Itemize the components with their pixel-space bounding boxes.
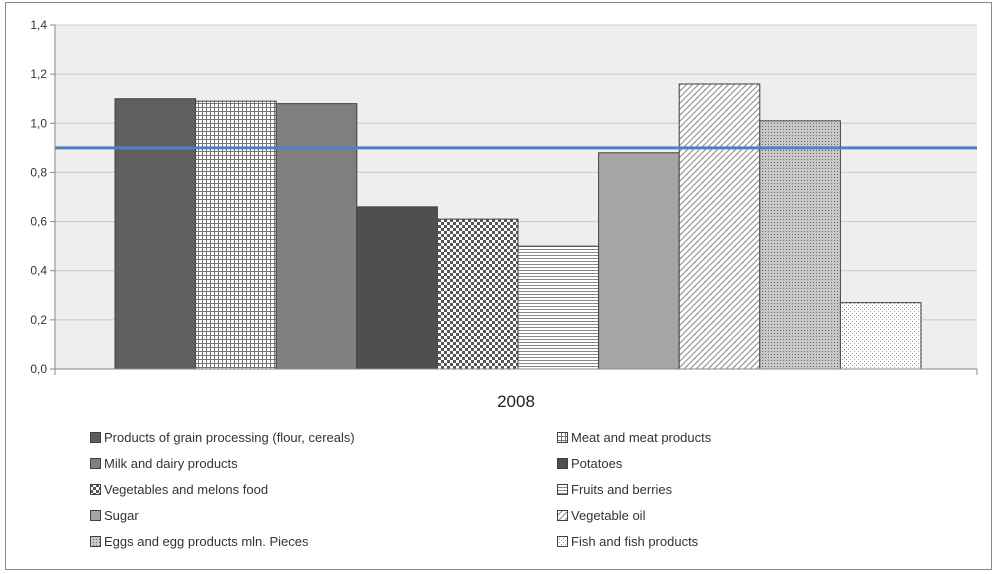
bar-2 [195,100,277,370]
bar-8 [678,83,761,370]
legend-item: Fruits and berries [557,482,672,497]
legend-swatch-fill [90,432,101,443]
bar-7 [598,152,680,370]
legend-swatch-fill [557,484,568,495]
y-tick-label: 1,4 [30,18,47,32]
legend-swatch [557,458,568,469]
legend-label: Milk and dairy products [104,456,238,471]
legend-label: Fruits and berries [571,482,673,497]
bar-4 [356,206,438,370]
legend-swatch [557,536,568,547]
legend-swatch [90,458,101,469]
bar-3 [275,103,358,370]
legend-item: Fish and fish products [557,534,698,549]
legend-item: Meat and meat products [557,430,711,445]
legend-label: Products of grain processing (flour, cer… [104,430,355,445]
y-tick-label: 0,0 [30,362,47,376]
legend-swatch [90,432,101,443]
legend-item: Vegetables and melons food [90,482,268,497]
legend-item: Products of grain processing (flour, cer… [90,430,355,445]
chart-frame: 0,0 0,2 0,4 0,6 0,8 1,0 1,2 1,4 2008 Products o… [5,2,992,570]
legend-swatch-fill [90,536,101,547]
legend-label: Vegetable oil [571,508,646,523]
legend-item: Eggs and egg products mln. Pieces [90,534,309,549]
legend-item: Sugar [90,508,139,523]
legend-swatch-fill [557,458,568,469]
bar-6 [517,245,600,370]
legend-swatch-fill [90,510,101,521]
legend-label: Meat and meat products [571,430,712,445]
bar-10 [839,302,922,370]
y-tick-label: 1,2 [30,67,47,81]
legend-label: Potatoes [571,456,623,471]
legend-label: Vegetables and melons food [104,482,269,497]
legend-label: Fish and fish products [571,534,699,549]
legend-label: Eggs and egg products mln. Pieces [104,534,309,549]
legend-swatch [557,432,568,443]
bar-1 [114,98,197,370]
y-tick-label: 0,6 [30,215,47,229]
legend-label: Sugar [104,508,139,523]
legend-swatch [90,510,101,521]
legend-swatch [90,536,101,547]
y-tick-label: 0,8 [30,165,47,179]
y-axis-ticks: 0,0 0,2 0,4 0,6 0,8 1,0 1,2 1,4 [30,18,55,376]
legend-swatch-fill [90,484,101,495]
x-axis: 2008 [54,25,978,411]
y-tick-label: 1,0 [30,116,47,130]
legend-swatch-fill [90,458,101,469]
legend-item: Potatoes [557,456,622,471]
legend-swatch [90,484,101,495]
y-tick-label: 0,4 [30,264,47,278]
x-tick-label: 2008 [497,392,535,411]
y-tick-label: 0,2 [30,313,47,327]
legend-swatch-fill [557,432,568,443]
legend-item: Milk and dairy products [90,456,238,471]
bar-chart: 0,0 0,2 0,4 0,6 0,8 1,0 1,2 1,4 2008 [30,18,978,411]
legend-swatch [557,510,568,521]
legend-swatch-fill [557,536,568,547]
bar-9 [759,120,841,370]
legend-swatch-fill [557,510,568,521]
bar-5 [436,218,519,370]
bars [114,83,922,370]
legend-swatch [557,484,568,495]
legend-item: Vegetable oil [557,508,645,523]
